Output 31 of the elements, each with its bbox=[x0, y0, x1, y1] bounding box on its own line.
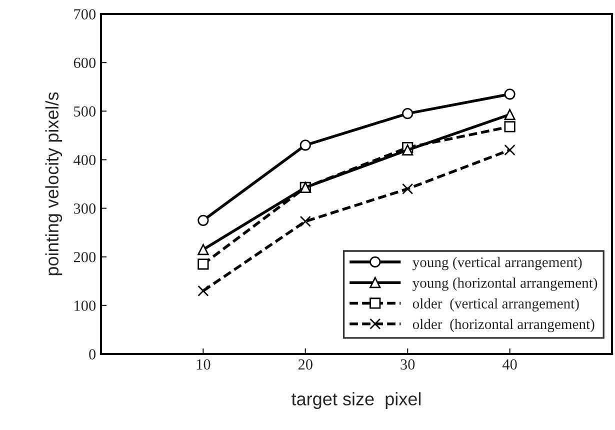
legend-label: older (horizontal arrangement) bbox=[412, 318, 594, 332]
x-axis-title: target size pixel bbox=[292, 392, 421, 409]
y-tick-label: 700 bbox=[74, 9, 96, 20]
point bbox=[198, 244, 209, 256]
y-tick-label: 600 bbox=[74, 58, 96, 68]
x-tick-label: 40 bbox=[502, 359, 517, 370]
point bbox=[198, 285, 209, 296]
y-tick-label: 500 bbox=[74, 106, 96, 117]
point bbox=[504, 121, 516, 132]
y-axis-title: pointing velocity pixel/s bbox=[45, 92, 62, 276]
point bbox=[300, 216, 311, 227]
legend-label: older (vertical arrangement) bbox=[412, 298, 579, 312]
y-tick-label: 400 bbox=[74, 154, 96, 166]
point bbox=[504, 108, 516, 120]
legend-label: young (horizontal arrangement) bbox=[412, 278, 598, 291]
y-tick-label: 0 bbox=[89, 349, 96, 360]
y-tick-label: 100 bbox=[74, 300, 96, 311]
point bbox=[402, 144, 414, 156]
point bbox=[402, 183, 414, 194]
point bbox=[300, 140, 311, 151]
point bbox=[402, 108, 414, 120]
point bbox=[504, 144, 516, 156]
x-tick-label: 10 bbox=[196, 359, 210, 370]
point bbox=[198, 214, 209, 226]
x-tick-label: 20 bbox=[298, 359, 312, 370]
legend-label: young (vertical arrangement) bbox=[412, 256, 582, 270]
point bbox=[198, 258, 209, 270]
y-tick-label: 200 bbox=[74, 252, 96, 262]
point bbox=[504, 88, 516, 100]
x-tick-label: 30 bbox=[400, 359, 415, 370]
y-tick-label: 300 bbox=[74, 203, 96, 214]
